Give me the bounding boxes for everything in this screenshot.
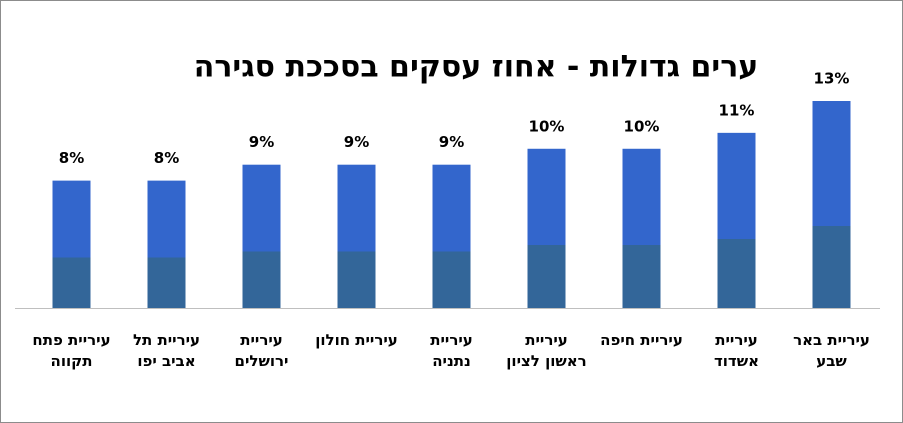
x-tick-label: עיריית באר שבע [793,331,870,370]
data-label: 10% [624,117,660,135]
bar [52,180,91,308]
bar [527,148,566,308]
bar [337,164,376,308]
data-label: 8% [154,149,179,167]
x-tick-label: עיריית חולון [315,331,398,349]
x-tick-label: עיריית נתניה [430,331,473,370]
data-label: 8% [59,149,84,167]
data-label: 13% [814,70,850,88]
bar [147,180,186,308]
data-label: 11% [719,101,755,119]
data-label: 9% [344,133,369,151]
x-tick-label: עיריית פתח תקווה [32,331,111,370]
x-tick-label: עיריית תל אביב יפו [132,331,201,370]
x-tick-label: עיריית ראשון לציון [506,331,587,370]
x-tick-label: עיריית אשדוד [713,331,760,370]
data-label: 9% [249,133,274,151]
bar [717,132,756,308]
bar [812,101,851,308]
data-label: 10% [529,117,565,135]
x-tick-label: עיריית חיפה [600,331,683,349]
bar [432,164,471,308]
chart-title: ערים גדולות - אחוז עסקים בסככת סגירה [194,50,759,85]
x-tick-label: עיריית ירושלים [234,331,289,370]
data-label: 9% [439,133,464,151]
bar [242,164,281,308]
bar [622,148,661,308]
